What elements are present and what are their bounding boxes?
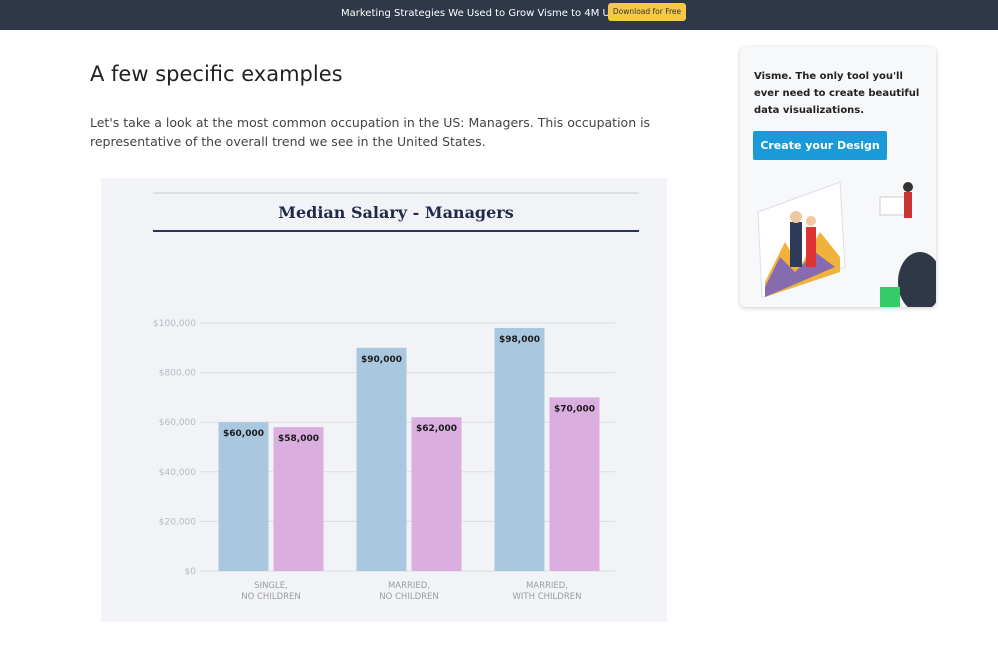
bar <box>494 327 545 571</box>
chart: Median Salary - Managers $0 $20,000 $40,00… <box>101 178 667 622</box>
illustration <box>757 181 936 307</box>
banner: Marketing Strategies We Used to Grow Vis… <box>0 0 998 30</box>
bar <box>549 397 600 571</box>
create-button[interactable]: Create your Design <box>753 131 887 160</box>
y-tick-label: $20,000 <box>159 517 196 527</box>
sidebar-card: Visme. The only tool you'll ever need to… <box>740 47 936 307</box>
y-tick-label: $100,000 <box>153 319 196 329</box>
paragraph: Let's take a look at the most common occ… <box>90 115 651 149</box>
value-label: $98,000 <box>499 335 540 345</box>
value-label: $62,000 <box>416 424 457 434</box>
bar <box>356 347 407 571</box>
chart-title: Median Salary - Managers <box>278 203 513 222</box>
value-label: $70,000 <box>554 404 595 414</box>
banner-text: Marketing Strategies We Used to Grow Vis… <box>341 8 631 19</box>
x-tick-label: SINGLE, NO CHILDREN <box>241 581 301 602</box>
value-label: $90,000 <box>361 355 402 365</box>
bar <box>218 422 269 571</box>
y-tick-label: $800,00 <box>159 369 196 379</box>
download-button[interactable]: Download for Free <box>608 3 686 21</box>
x-tick-label: MARRIED, NO CHILDREN <box>379 581 439 602</box>
sidebar-text: Visme. The only tool you'll ever need to… <box>754 71 920 116</box>
value-label: $58,000 <box>278 434 319 444</box>
bar <box>273 427 324 571</box>
y-tick-label: $0 <box>185 567 197 577</box>
value-label: $60,000 <box>223 429 264 439</box>
y-tick-label: $40,000 <box>159 468 196 478</box>
bar <box>411 417 462 571</box>
heading: A few specific examples <box>90 62 343 86</box>
y-tick-label: $60,000 <box>159 418 196 428</box>
x-tick-label: MARRIED, WITH CHILDREN <box>513 581 582 602</box>
